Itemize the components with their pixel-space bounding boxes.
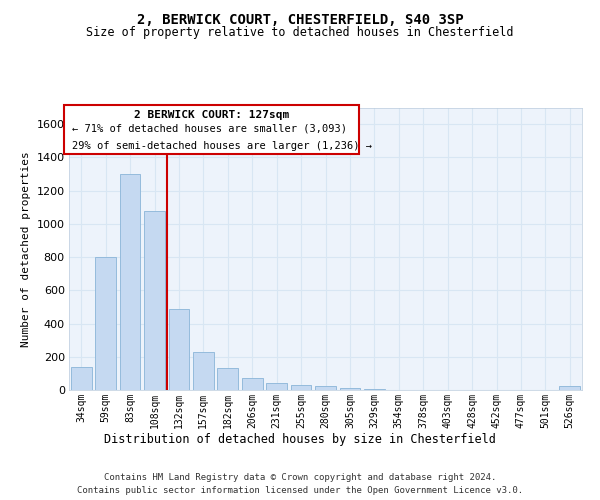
Bar [71, 366, 92, 390]
Y-axis label: Number of detached properties: Number of detached properties [21, 151, 31, 346]
Text: Contains HM Land Registry data © Crown copyright and database right 2024.: Contains HM Land Registry data © Crown c… [104, 472, 496, 482]
Bar [95, 257, 116, 390]
Bar [169, 308, 190, 390]
Bar [119, 174, 140, 390]
Bar [266, 383, 287, 390]
Bar [290, 386, 311, 390]
Text: 2, BERWICK COURT, CHESTERFIELD, S40 3SP: 2, BERWICK COURT, CHESTERFIELD, S40 3SP [137, 12, 463, 26]
Text: 29% of semi-detached houses are larger (1,236) →: 29% of semi-detached houses are larger (… [71, 141, 371, 151]
Bar [315, 386, 336, 390]
Text: 2 BERWICK COURT: 127sqm: 2 BERWICK COURT: 127sqm [134, 110, 289, 120]
Bar [193, 352, 214, 390]
Text: Distribution of detached houses by size in Chesterfield: Distribution of detached houses by size … [104, 432, 496, 446]
Bar [242, 378, 263, 390]
Text: Contains public sector information licensed under the Open Government Licence v3: Contains public sector information licen… [77, 486, 523, 495]
Text: ← 71% of detached houses are smaller (3,093): ← 71% of detached houses are smaller (3,… [71, 124, 347, 134]
Text: Size of property relative to detached houses in Chesterfield: Size of property relative to detached ho… [86, 26, 514, 39]
Bar [144, 210, 165, 390]
FancyBboxPatch shape [64, 104, 359, 154]
Bar [559, 386, 580, 390]
Bar [340, 388, 361, 390]
Bar [217, 368, 238, 390]
Bar [364, 389, 385, 390]
